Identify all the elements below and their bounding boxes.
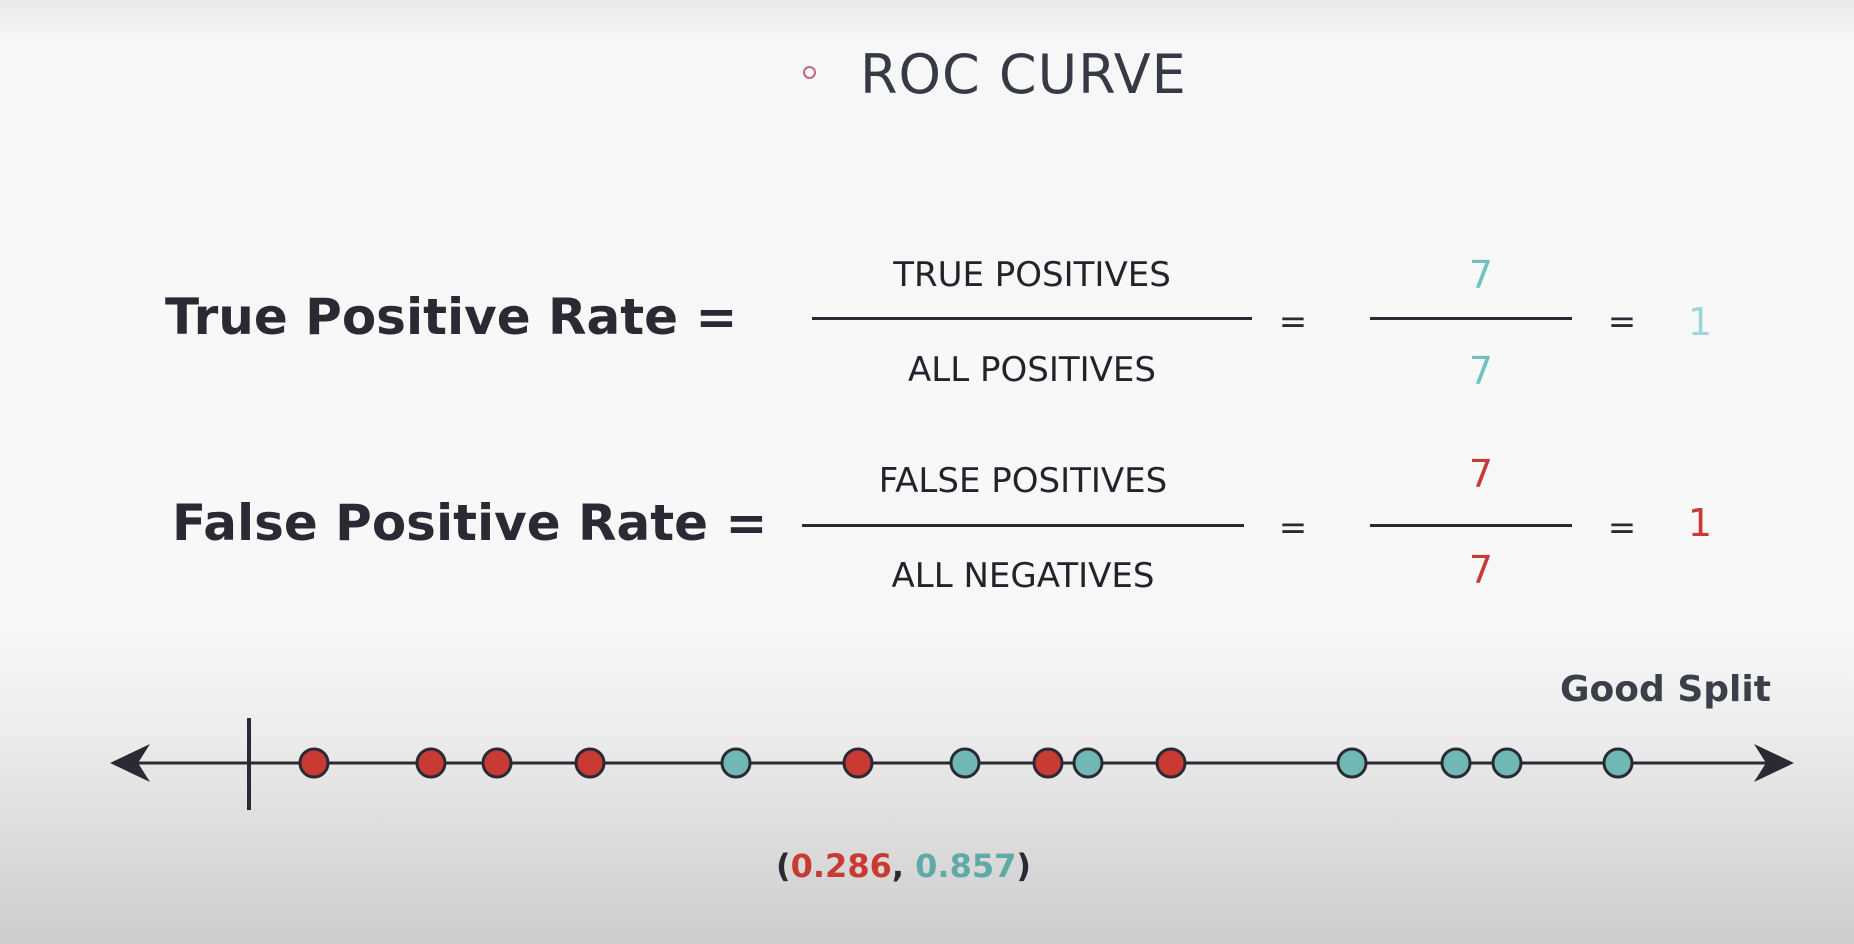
coord-separator: , xyxy=(891,847,916,885)
fpr-numerator: 7 xyxy=(1468,452,1494,496)
positive-point xyxy=(1072,747,1104,779)
roc-coordinate: (0.286, 0.857) xyxy=(776,846,1031,886)
page-title: ROC CURVE xyxy=(860,43,1187,106)
tpr-label: True Positive Rate = xyxy=(165,288,738,346)
positive-point xyxy=(1440,747,1472,779)
tpr-denominator-word: ALL POSITIVES xyxy=(908,350,1156,390)
tpr-equals-1: = xyxy=(1278,302,1308,342)
fpr-numerator-word: FALSE POSITIVES xyxy=(878,461,1168,501)
positive-point xyxy=(1491,747,1523,779)
tpr-numerator: 7 xyxy=(1468,253,1494,297)
tpr-result: 1 xyxy=(1687,300,1713,344)
positive-point xyxy=(949,747,981,779)
points-layer xyxy=(298,747,1634,779)
coord-open: ( xyxy=(776,847,791,885)
positive-point xyxy=(1336,747,1368,779)
negative-point xyxy=(481,747,513,779)
tpr-fraction-bar xyxy=(812,317,1252,320)
tpr-numerator-word: TRUE POSITIVES xyxy=(893,255,1171,295)
negative-point xyxy=(1155,747,1187,779)
negative-point xyxy=(298,747,330,779)
good-split-label: Good Split xyxy=(1560,669,1771,710)
coord-fpr-value: 0.286 xyxy=(790,847,892,885)
positive-point xyxy=(720,747,752,779)
negative-point xyxy=(1032,747,1064,779)
tpr-value-bar xyxy=(1370,317,1572,320)
title-bullet-icon xyxy=(803,66,816,79)
negative-point xyxy=(842,747,874,779)
fpr-fraction-bar xyxy=(802,524,1244,527)
fpr-equals-1: = xyxy=(1278,508,1308,548)
fpr-denominator-word: ALL NEGATIVES xyxy=(891,556,1155,596)
negative-point xyxy=(574,747,606,779)
negative-point xyxy=(415,747,447,779)
tpr-equals-2: = xyxy=(1607,302,1637,342)
fpr-denominator: 7 xyxy=(1468,548,1494,592)
right-arrow-icon xyxy=(1754,744,1794,782)
coord-close: ) xyxy=(1016,847,1031,885)
number-line xyxy=(110,718,1794,810)
left-arrow-icon xyxy=(110,744,150,782)
fpr-label: False Positive Rate = xyxy=(172,494,768,552)
fpr-value-bar xyxy=(1370,524,1572,527)
positive-point xyxy=(1602,747,1634,779)
coord-tpr-value: 0.857 xyxy=(915,847,1017,885)
fpr-equals-2: = xyxy=(1607,508,1637,548)
tpr-denominator: 7 xyxy=(1468,349,1494,393)
fpr-result: 1 xyxy=(1687,501,1713,545)
